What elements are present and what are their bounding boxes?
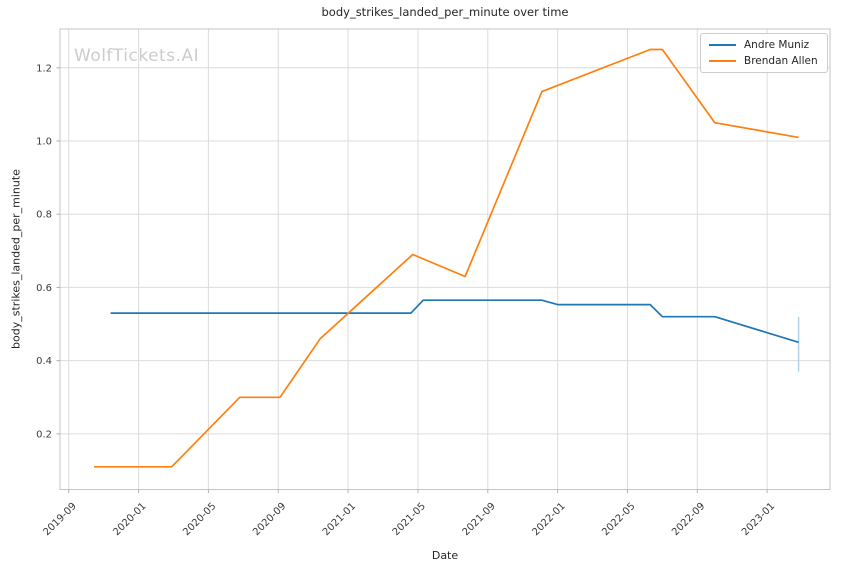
y-tick-label: 1.0 (36, 137, 52, 148)
legend-item-andre-muniz: Andre Muniz (709, 39, 818, 51)
series-line-brendan-allen (94, 48, 799, 468)
chart-title: body_strikes_landed_per_minute over time (321, 5, 569, 19)
series-line-andre-muniz (110, 299, 799, 344)
x-tick-label: 2020-09 (251, 501, 288, 538)
x-tick-label: 2021-05 (391, 501, 428, 538)
x-tick-label: 2022-09 (670, 501, 707, 538)
legend-label: Brendan Allen (744, 55, 818, 67)
y-tick-label: 0.6 (36, 283, 52, 294)
x-tick-label: 2022-05 (600, 501, 637, 538)
y-tick-label: 0.8 (36, 210, 52, 221)
legend: Andre Muniz Brendan Allen (700, 33, 828, 73)
x-tick-label: 2019-09 (42, 501, 79, 538)
y-axis-title: body_strikes_landed_per_minute (9, 169, 23, 349)
legend-label: Andre Muniz (744, 39, 810, 51)
x-tick-label: 2020-01 (111, 501, 148, 538)
x-tick-label: 2021-09 (461, 501, 498, 538)
y-tick-label: 1.2 (36, 63, 52, 74)
legend-item-brendan-allen: Brendan Allen (709, 55, 818, 67)
y-tick-label: 0.2 (36, 429, 52, 440)
x-axis-title: Date (431, 549, 459, 562)
watermark: WolfTickets.AI (74, 46, 200, 66)
y-tick-label: 0.4 (36, 356, 52, 367)
plot-border (59, 28, 831, 490)
legend-line-swatch (709, 44, 736, 46)
x-tick-label: 2020-05 (181, 501, 218, 538)
x-tick-label: 2022-01 (530, 501, 567, 538)
legend-line-swatch (709, 60, 736, 62)
x-tick-label: 2021-01 (321, 501, 358, 538)
x-tick-label: 2023-01 (740, 501, 777, 538)
